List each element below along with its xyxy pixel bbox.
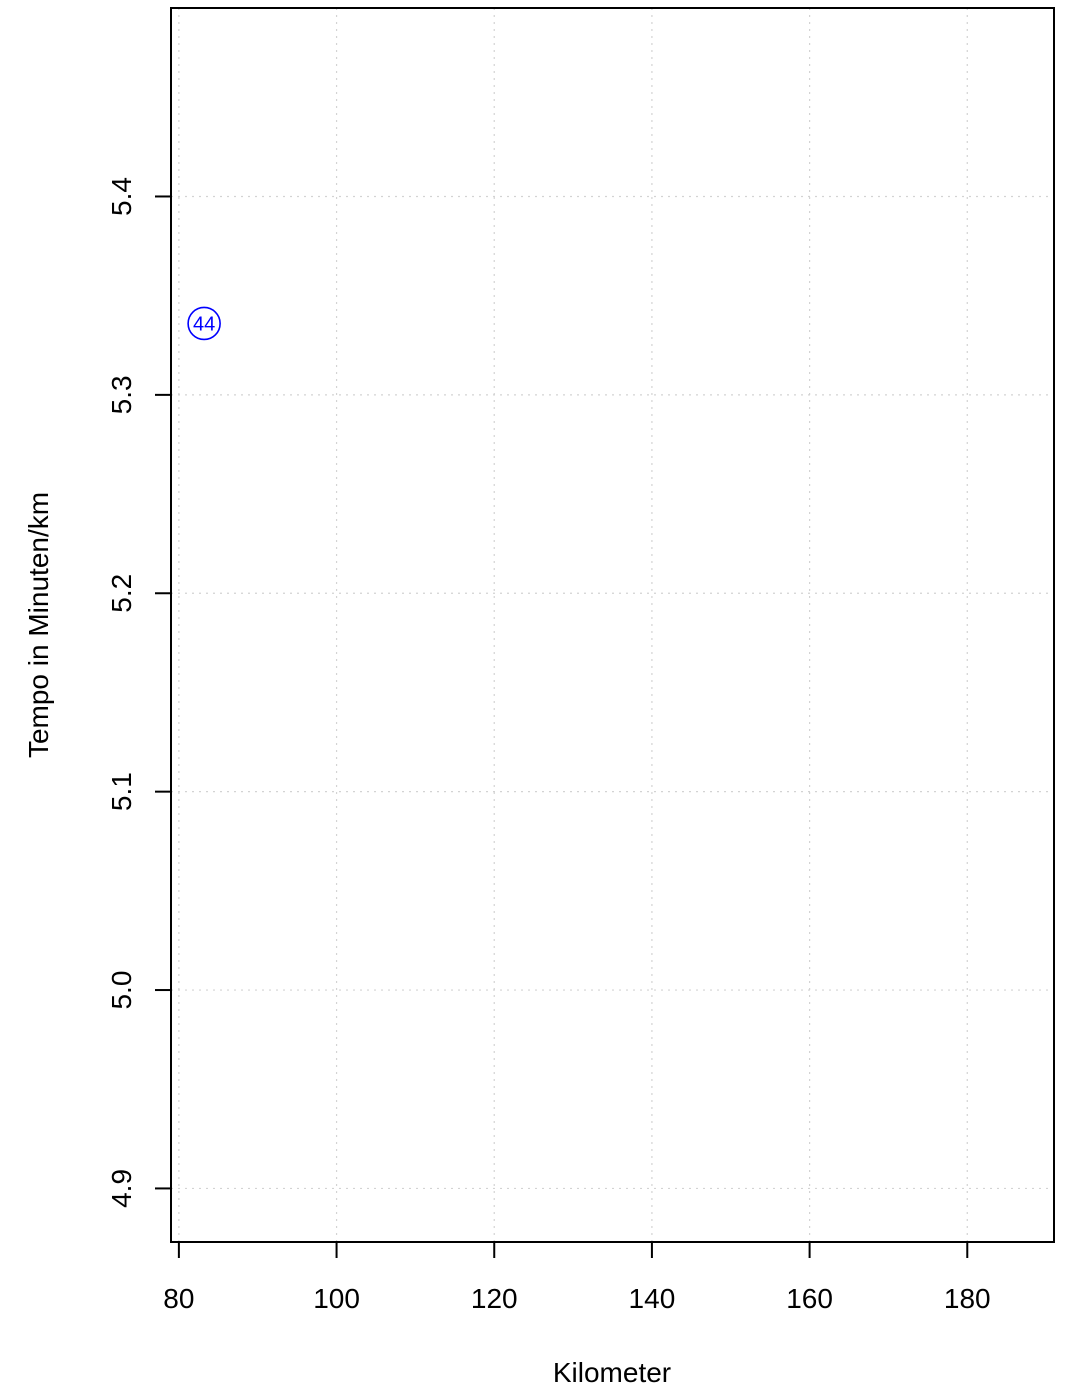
y-tick-label: 5.0: [106, 971, 137, 1010]
y-tick-label: 5.4: [106, 177, 137, 216]
x-tick-label: 80: [163, 1283, 194, 1314]
y-tick-label: 5.2: [106, 574, 137, 613]
data-point-marker: [187, 306, 221, 341]
y-axis: 4.9 5.0 5.1 5.2 5.3 5.4: [106, 177, 172, 1208]
y-tick-label: 4.9: [106, 1169, 137, 1208]
x-tick-label: 100: [313, 1283, 360, 1314]
y-axis-label: Tempo in Minuten/km: [23, 492, 54, 758]
x-tick-label: 140: [629, 1283, 676, 1314]
x-tick-label: 120: [471, 1283, 518, 1314]
x-tick-label: 160: [786, 1283, 833, 1314]
x-tick-label: 180: [944, 1283, 991, 1314]
data-point: 44: [187, 306, 221, 341]
y-tick-label: 5.1: [106, 772, 137, 811]
x-axis: 80 100 120 140 160 180: [163, 1241, 991, 1314]
y-tick-label: 5.3: [106, 375, 137, 414]
data-points: 44: [187, 306, 221, 341]
plot-frame: [170, 7, 1055, 1243]
x-axis-label: Kilometer: [553, 1357, 671, 1388]
grid-lines: [171, 8, 1054, 1242]
data-point-label: 44: [193, 313, 215, 335]
